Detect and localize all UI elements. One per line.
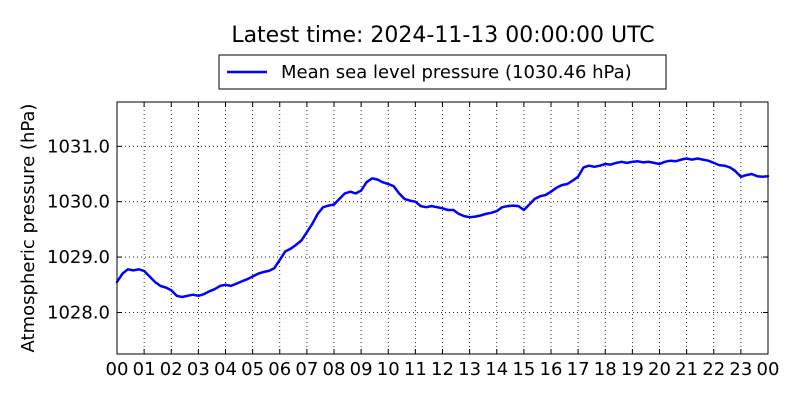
x-tick-label: 13 (458, 359, 481, 380)
x-tick-label: 08 (323, 359, 346, 380)
chart-title: Latest time: 2024-11-13 00:00:00 UTC (231, 23, 654, 48)
y-tick-label: 1031.0 (47, 136, 110, 157)
x-tick-label: 04 (214, 359, 237, 380)
series-line-mean-sea-level-pressure (115, 157, 770, 299)
x-axis-tick-labels: 00 01 02 03 04 05 06 07 08 09 10 11 12 13 14 15 16 17 18 19… (106, 359, 780, 380)
x-tick-label: 01 (133, 359, 156, 380)
y-axis-label: Atmospheric pressure (hPa) (18, 104, 39, 353)
x-tick-label: 09 (350, 359, 373, 380)
legend-label: Mean sea level pressure (1030.46 hPa) (281, 62, 632, 83)
grid (117, 102, 768, 354)
x-tick-label: 12 (431, 359, 454, 380)
legend: Mean sea level pressure (1030.46 hPa) (218, 54, 667, 90)
x-tick-label: 00 (106, 359, 129, 380)
x-tick-label: 17 (567, 359, 590, 380)
y-tick-label: 1028.0 (47, 302, 110, 323)
x-tick-label: 19 (621, 359, 644, 380)
x-tick-label: 11 (404, 359, 427, 380)
x-tick-label: 06 (268, 359, 291, 380)
x-tick-label: 00 (757, 359, 780, 380)
x-tick-label: 03 (187, 359, 210, 380)
x-tick-label: 02 (160, 359, 183, 380)
series-layer (115, 157, 770, 299)
ticks (116, 102, 769, 354)
x-tick-label: 21 (675, 359, 698, 380)
y-tick-label: 1030.0 (47, 192, 110, 213)
x-tick-label: 05 (241, 359, 264, 380)
x-tick-label: 14 (485, 359, 508, 380)
x-tick-label: 18 (594, 359, 617, 380)
x-tick-label: 16 (540, 359, 563, 380)
x-tick-label: 22 (702, 359, 725, 380)
x-tick-label: 07 (295, 359, 318, 380)
x-tick-label: 15 (512, 359, 535, 380)
y-tick-label: 1029.0 (47, 247, 110, 268)
plot-frame (116, 101, 769, 355)
x-tick-label: 20 (648, 359, 671, 380)
x-tick-label: 23 (729, 359, 752, 380)
y-axis-tick-labels: 1028.0 1029.0 1030.0 1031.0 (47, 136, 110, 323)
x-tick-label: 10 (377, 359, 400, 380)
legend-box (218, 54, 667, 90)
